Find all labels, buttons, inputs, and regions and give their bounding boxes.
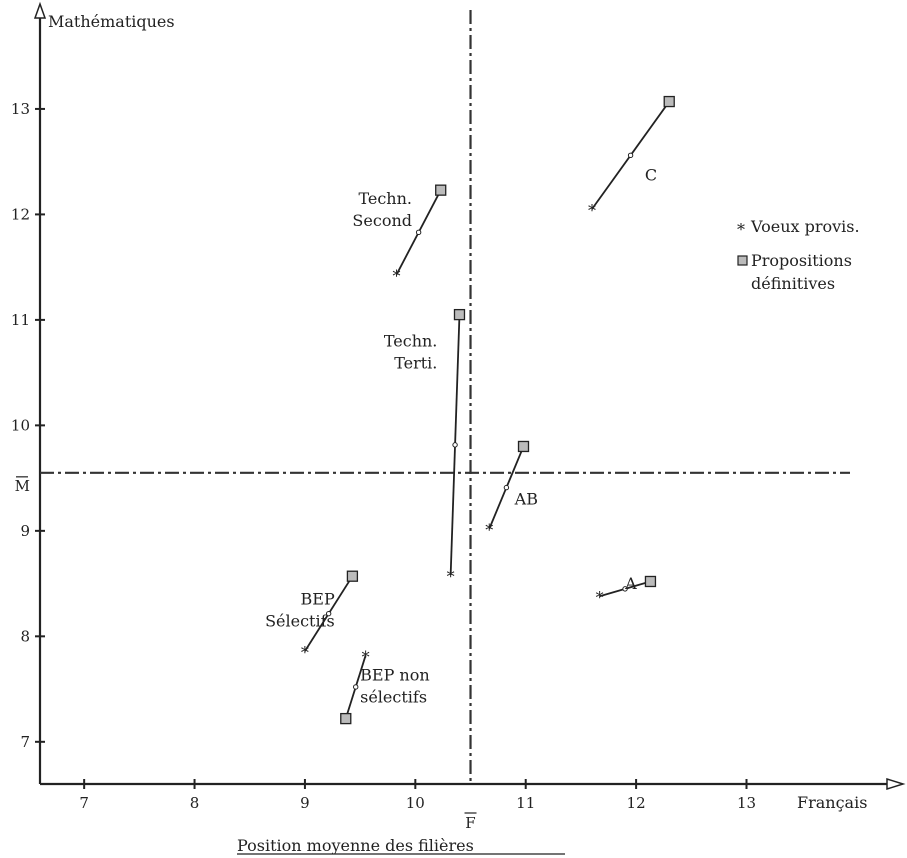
midpoint-ab	[503, 484, 510, 491]
propositions-marker-ab	[517, 440, 530, 453]
propositions-marker-c	[663, 95, 675, 108]
group-bep-s-lectifs: * BEP Sélectifs	[265, 570, 359, 662]
y-tick-label: 7	[20, 733, 30, 751]
voeux-marker-techn-second: *	[393, 267, 401, 286]
group-label-techn-terti: Terti.	[394, 353, 437, 372]
legend-star-marker: *	[737, 220, 745, 239]
x-axis-label: Français	[797, 793, 867, 812]
x-tick-label: 9	[300, 794, 310, 812]
voeux-marker-bep-s-lectifs: *	[301, 643, 309, 662]
group-techn-second: * Techn. Second	[352, 184, 447, 286]
chart-title: Position moyenne des filières	[237, 836, 474, 855]
group-label-ab: AB	[514, 489, 538, 508]
y-axis-arrow	[33, 1, 47, 19]
x-tick-label: 12	[627, 794, 646, 812]
group-label-bep-non-s-lectifs: sélectifs	[360, 688, 427, 707]
y-tick-label: 12	[11, 205, 30, 223]
x-tick-label: 11	[516, 794, 535, 812]
voeux-marker-ab: *	[485, 521, 493, 540]
group-label-bep-non-s-lectifs: BEP non	[360, 666, 430, 685]
group-label-a: A	[624, 574, 637, 593]
group-label-c: C	[645, 166, 657, 185]
y-tick-label: 9	[20, 522, 30, 540]
midpoint-bep-non-s-lectifs	[353, 684, 359, 690]
voeux-marker-a: *	[596, 588, 604, 607]
group-bep-non-s-lectifs: *BEP non sélectifs	[340, 647, 430, 725]
y-tick-label: 11	[11, 311, 30, 329]
group-ab: * AB	[485, 440, 538, 540]
group-label-techn-second: Techn.	[358, 189, 412, 208]
propositions-marker-techn-terti	[453, 308, 466, 321]
y-tick-label: 13	[11, 100, 30, 118]
propositions-marker-a	[644, 575, 657, 588]
propositions-marker-techn-second	[435, 184, 447, 196]
y-tick-label: 10	[11, 416, 30, 434]
x-tick-label: 8	[190, 794, 200, 812]
x-axis-arrow	[886, 777, 906, 791]
legend-label-propositions-2: définitives	[751, 274, 835, 293]
group-label-techn-second: Second	[352, 211, 412, 230]
midpoint-a	[622, 586, 628, 592]
voeux-marker-bep-non-s-lectifs: *	[362, 647, 370, 666]
legend-label-propositions-1: Propositions	[751, 251, 852, 270]
propositions-marker-bep-non-s-lectifs	[340, 712, 352, 725]
midpoint-techn-terti	[452, 442, 458, 448]
group-label-bep-s-lectifs: BEP	[301, 590, 335, 609]
mean-math-label: M	[15, 477, 30, 495]
legend-label-voeux: Voeux provis.	[750, 217, 860, 236]
group-techn-terti: * Techn. Terti.	[384, 308, 466, 586]
legend-square-marker	[737, 255, 748, 266]
mean-french-label: F	[465, 814, 475, 832]
legend: * Voeux provis. Propositions définitives	[737, 217, 860, 293]
group-label-bep-s-lectifs: Sélectifs	[265, 612, 335, 631]
y-axis-label: Mathématiques	[48, 12, 175, 31]
x-tick-label: 13	[737, 794, 756, 812]
midpoint-techn-second	[415, 229, 422, 236]
group-a: *A	[596, 574, 657, 607]
midpoint-bep-s-lectifs	[325, 610, 332, 617]
x-tick-label: 10	[406, 794, 425, 812]
x-tick-label: 7	[79, 794, 89, 812]
propositions-marker-bep-s-lectifs	[346, 570, 359, 582]
group-c: *C	[588, 95, 675, 220]
voeux-marker-techn-terti: *	[447, 567, 455, 586]
voeux-marker-c: *	[588, 201, 596, 220]
midpoint-c	[627, 152, 634, 159]
group-label-techn-terti: Techn.	[384, 331, 438, 350]
y-tick-label: 8	[20, 627, 30, 645]
